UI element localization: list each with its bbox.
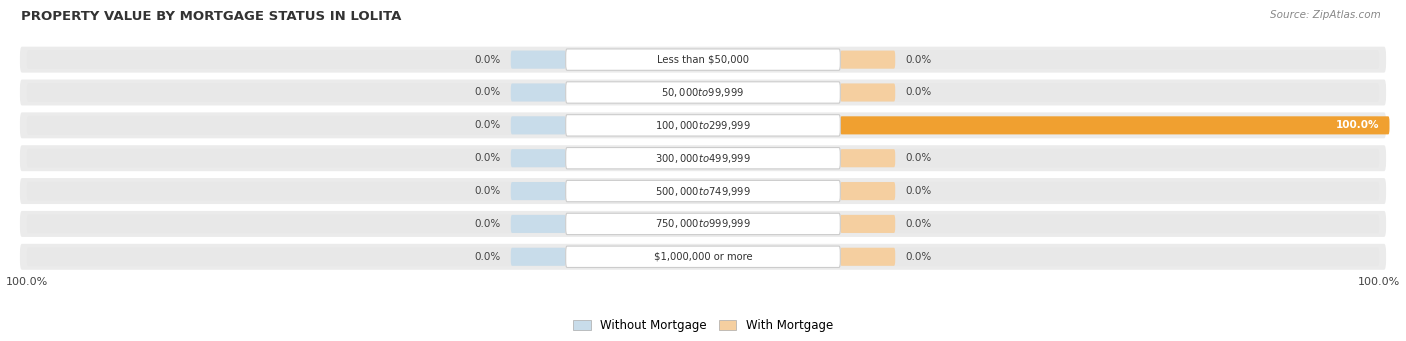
Text: $50,000 to $99,999: $50,000 to $99,999 <box>661 86 745 99</box>
Text: 0.0%: 0.0% <box>905 55 932 65</box>
Text: 0.0%: 0.0% <box>474 219 501 229</box>
Text: 0.0%: 0.0% <box>905 88 932 98</box>
Text: $1,000,000 or more: $1,000,000 or more <box>654 252 752 262</box>
Text: 0.0%: 0.0% <box>474 252 501 262</box>
FancyBboxPatch shape <box>20 211 1386 237</box>
FancyBboxPatch shape <box>27 149 1379 167</box>
FancyBboxPatch shape <box>20 145 1386 171</box>
FancyBboxPatch shape <box>20 244 1386 270</box>
Text: 0.0%: 0.0% <box>905 153 932 163</box>
Legend: Without Mortgage, With Mortgage: Without Mortgage, With Mortgage <box>568 314 838 337</box>
Text: 0.0%: 0.0% <box>905 252 932 262</box>
FancyBboxPatch shape <box>510 248 565 266</box>
FancyBboxPatch shape <box>565 180 841 202</box>
FancyBboxPatch shape <box>841 215 896 233</box>
Text: 0.0%: 0.0% <box>474 88 501 98</box>
FancyBboxPatch shape <box>20 79 1386 105</box>
FancyBboxPatch shape <box>510 182 565 200</box>
FancyBboxPatch shape <box>20 113 1386 138</box>
FancyBboxPatch shape <box>510 50 565 69</box>
FancyBboxPatch shape <box>510 215 565 233</box>
FancyBboxPatch shape <box>27 214 1379 233</box>
FancyBboxPatch shape <box>565 148 841 169</box>
FancyBboxPatch shape <box>20 47 1386 73</box>
FancyBboxPatch shape <box>510 116 565 134</box>
FancyBboxPatch shape <box>565 49 841 70</box>
Text: $750,000 to $999,999: $750,000 to $999,999 <box>655 218 751 231</box>
FancyBboxPatch shape <box>841 182 896 200</box>
Text: Less than $50,000: Less than $50,000 <box>657 55 749 65</box>
FancyBboxPatch shape <box>841 149 896 167</box>
Text: 100.0%: 100.0% <box>1336 120 1379 130</box>
FancyBboxPatch shape <box>27 248 1379 266</box>
Text: $100,000 to $299,999: $100,000 to $299,999 <box>655 119 751 132</box>
Text: 0.0%: 0.0% <box>474 186 501 196</box>
FancyBboxPatch shape <box>841 248 896 266</box>
FancyBboxPatch shape <box>565 82 841 103</box>
Text: Source: ZipAtlas.com: Source: ZipAtlas.com <box>1270 10 1381 20</box>
Text: 0.0%: 0.0% <box>905 186 932 196</box>
FancyBboxPatch shape <box>27 182 1379 201</box>
FancyBboxPatch shape <box>565 213 841 235</box>
Text: 100.0%: 100.0% <box>6 278 48 287</box>
FancyBboxPatch shape <box>841 50 896 69</box>
FancyBboxPatch shape <box>27 50 1379 69</box>
Text: PROPERTY VALUE BY MORTGAGE STATUS IN LOLITA: PROPERTY VALUE BY MORTGAGE STATUS IN LOL… <box>21 10 402 23</box>
FancyBboxPatch shape <box>20 178 1386 204</box>
FancyBboxPatch shape <box>841 84 896 102</box>
Text: 0.0%: 0.0% <box>905 219 932 229</box>
Text: 0.0%: 0.0% <box>474 55 501 65</box>
Text: 0.0%: 0.0% <box>474 153 501 163</box>
FancyBboxPatch shape <box>565 246 841 267</box>
Text: 100.0%: 100.0% <box>1358 278 1400 287</box>
Text: 0.0%: 0.0% <box>474 120 501 130</box>
FancyBboxPatch shape <box>510 149 565 167</box>
Text: $500,000 to $749,999: $500,000 to $749,999 <box>655 184 751 197</box>
FancyBboxPatch shape <box>27 116 1379 135</box>
FancyBboxPatch shape <box>841 116 1389 134</box>
FancyBboxPatch shape <box>510 84 565 102</box>
FancyBboxPatch shape <box>27 83 1379 102</box>
Text: $300,000 to $499,999: $300,000 to $499,999 <box>655 152 751 165</box>
FancyBboxPatch shape <box>565 115 841 136</box>
